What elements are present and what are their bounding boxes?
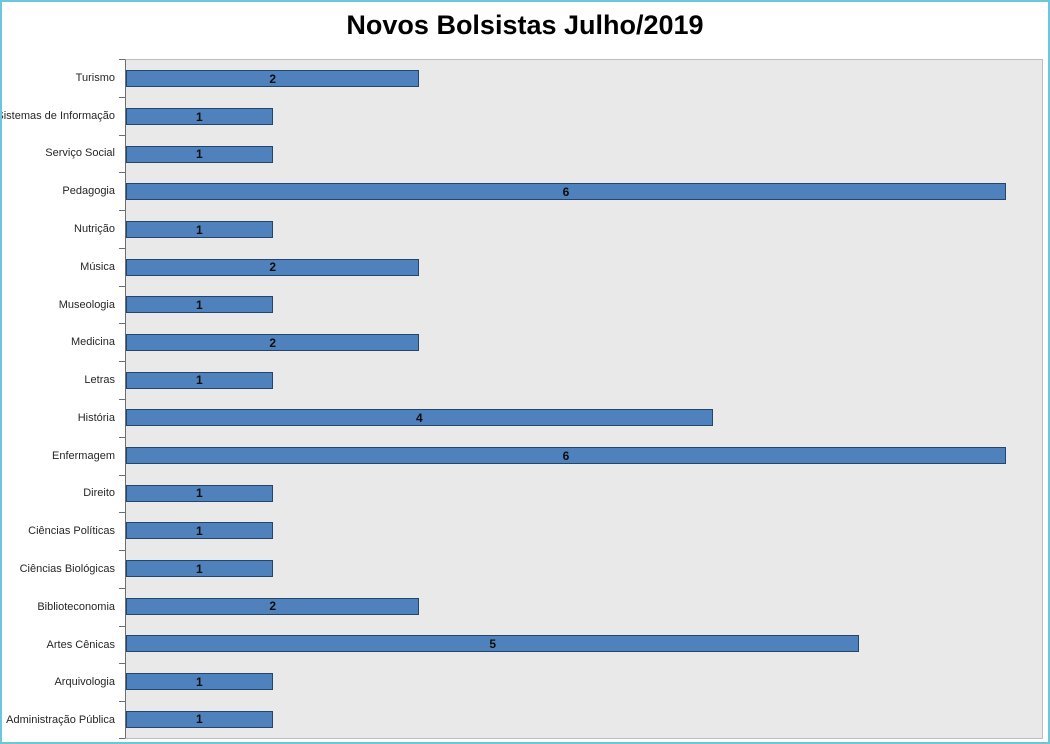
bar: 6: [126, 447, 1006, 465]
category-label: Letras: [84, 374, 115, 387]
bar-row: 1: [126, 550, 1006, 588]
axis-tick: [119, 210, 125, 212]
category-label: Enfermagem: [52, 449, 115, 462]
category-label: Arquivologia: [54, 676, 115, 689]
category-label: Artes Cênicas: [46, 638, 115, 651]
value-label: 4: [415, 410, 423, 425]
axis-tick: [119, 96, 125, 98]
category-label: Ciências Políticas: [28, 525, 115, 538]
axis-tick: [119, 474, 125, 476]
value-label: 2: [269, 599, 276, 614]
bar-row: 2: [126, 60, 1006, 98]
category-label: Serviço Social: [45, 147, 115, 160]
axis-tick: [119, 172, 125, 174]
value-label: 1: [195, 674, 203, 689]
chart-title: Novos Bolsistas Julho/2019: [346, 10, 704, 40]
bar: 1: [126, 145, 273, 163]
bar: 1: [126, 108, 273, 125]
value-label: 1: [195, 373, 203, 388]
bar: 2: [126, 70, 420, 88]
value-label: 6: [562, 184, 570, 199]
bar: 5: [126, 635, 860, 653]
bar: 1: [126, 221, 273, 239]
bar-row: 1: [126, 135, 1006, 173]
bar-row: 1: [126, 98, 1006, 136]
value-label: 6: [562, 448, 570, 463]
axis-tick: [119, 59, 125, 60]
bar-row: 1: [126, 512, 1006, 550]
axis-tick: [119, 512, 125, 514]
bar-row: 6: [126, 437, 1006, 475]
bar-row: 6: [126, 173, 1006, 211]
bar-row: 2: [126, 324, 1006, 362]
bar: 4: [126, 409, 713, 427]
category-label: Direito: [83, 487, 115, 500]
bar: 1: [126, 522, 273, 540]
value-label: 2: [269, 260, 276, 275]
bar-row: 4: [126, 399, 1006, 437]
bar-row: 5: [126, 625, 1006, 663]
value-label: 1: [195, 109, 203, 124]
category-label: Pedagogia: [62, 185, 115, 198]
value-label: 1: [195, 147, 203, 162]
axis-tick: [119, 701, 125, 703]
bar-row: 1: [126, 663, 1006, 701]
value-label: 1: [195, 523, 203, 538]
bar-row: 1: [126, 474, 1006, 512]
bar-row: 1: [126, 700, 1006, 738]
bar: 1: [126, 484, 273, 502]
category-label: Nutrição: [74, 223, 115, 236]
bar: 2: [126, 334, 420, 352]
axis-tick: [119, 738, 125, 739]
category-label: Administração Pública: [6, 714, 115, 727]
bar-row: 2: [126, 248, 1006, 286]
value-label: 1: [195, 561, 203, 576]
category-label: Medicina: [70, 336, 115, 349]
value-label: 1: [195, 222, 203, 237]
axis-tick: [119, 436, 125, 438]
axis-tick: [119, 625, 125, 627]
axis-tick: [119, 134, 125, 136]
bar-row: 2: [126, 587, 1006, 625]
category-label: Museologia: [58, 298, 115, 311]
axis-tick: [119, 550, 125, 552]
bar: 2: [126, 258, 420, 276]
bar: 1: [126, 371, 273, 389]
bar-row: 1: [126, 286, 1006, 324]
bar: 1: [126, 673, 273, 691]
category-label: Ciências Biológicas: [19, 563, 115, 576]
value-label: 2: [269, 71, 276, 86]
value-label: 5: [489, 636, 496, 651]
bar-row: 1: [126, 211, 1006, 249]
axis-tick: [119, 323, 125, 325]
bar: 6: [126, 183, 1006, 201]
value-label: 1: [195, 486, 203, 501]
axis-tick-marks: [119, 59, 125, 739]
value-label: 2: [269, 335, 276, 350]
axis-tick: [119, 285, 125, 287]
axis-tick: [119, 361, 125, 363]
category-label: Biblioteconomia: [37, 600, 115, 613]
axis-tick: [119, 663, 125, 665]
bar: 1: [126, 560, 273, 578]
axis-tick: [119, 247, 125, 249]
category-axis-labels: Turismo Sistemas de Informação Serviço Soc…: [2, 59, 120, 739]
bar: 1: [126, 296, 273, 314]
axis-tick: [119, 399, 125, 400]
axis-tick: [119, 587, 125, 589]
category-label: Turismo: [75, 71, 115, 84]
category-label: Música: [80, 260, 115, 273]
category-label: História: [77, 411, 115, 424]
bar-row: 1: [126, 361, 1006, 399]
value-label: 1: [195, 297, 203, 312]
category-label: Sistemas de Informação: [0, 109, 115, 122]
value-label: 1: [195, 712, 203, 727]
bar: 1: [126, 710, 273, 728]
bar: 2: [126, 597, 420, 615]
